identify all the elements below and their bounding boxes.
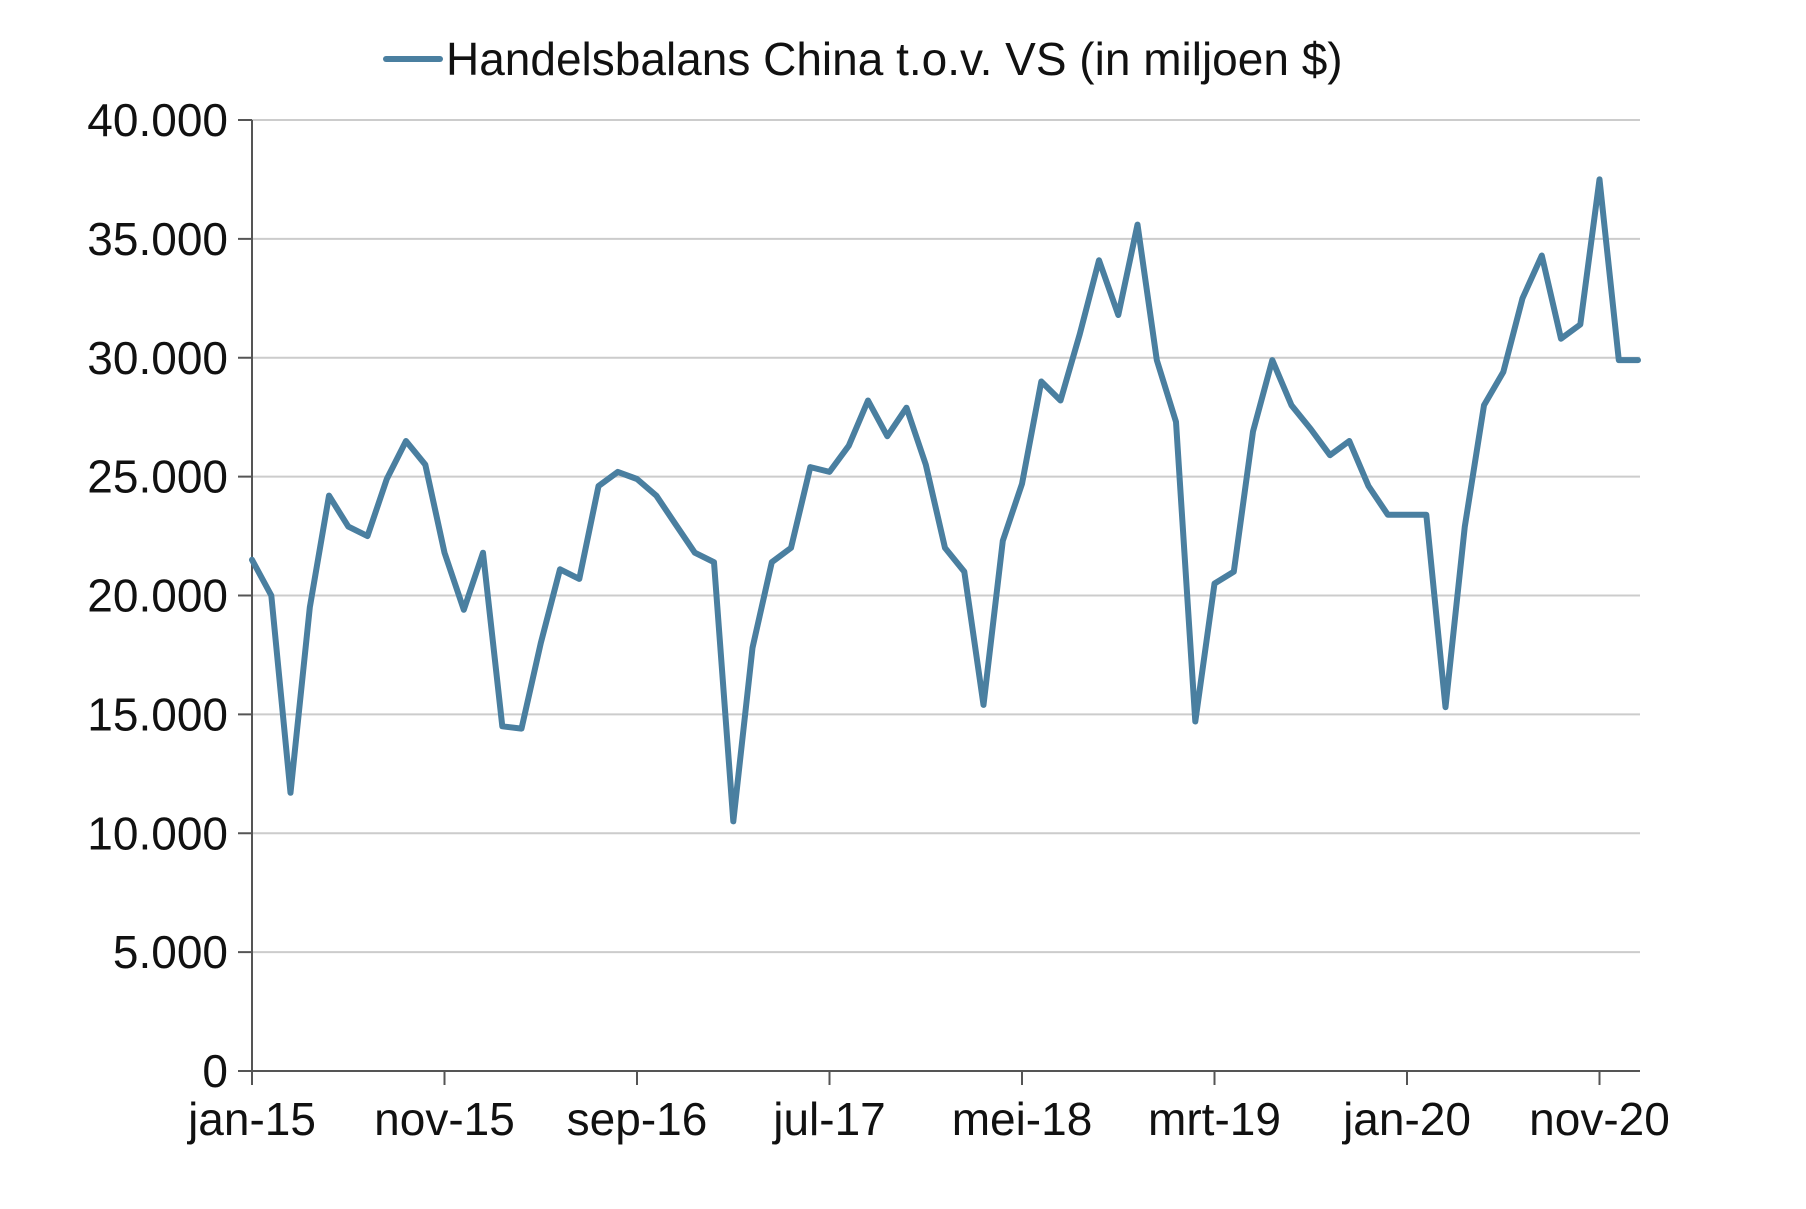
y-tick-label: 20.000 [87,570,228,622]
x-axis-ticks: jan-15 nov-15 sep-16 jul-17 mei-18 mrt-19 jan-… [186,1071,1670,1145]
x-tick-label: jan-20 [1341,1093,1471,1145]
y-tick-label: 15.000 [87,688,228,740]
y-tick-label: 10.000 [87,807,228,859]
x-tick-label: nov-20 [1529,1093,1670,1145]
x-tick-label: sep-16 [567,1093,708,1145]
y-tick-label: 0 [202,1045,228,1097]
y-tick-label: 35.000 [87,213,228,265]
y-tick-label: 30.000 [87,332,228,384]
x-tick-label: jan-15 [186,1093,316,1145]
series-line [249,176,1641,825]
y-tick-label: 25.000 [87,451,228,503]
gridlines [252,119,1640,954]
x-tick-label: nov-15 [374,1093,515,1145]
y-tick-label: 40.000 [87,94,228,146]
series-layer [249,176,1641,825]
legend-label: Handelsbalans China t.o.v. VS (in miljoe… [446,33,1343,85]
x-tick-label: mei-18 [952,1093,1093,1145]
y-tick-label: 5.000 [113,926,228,978]
legend: Handelsbalans China t.o.v. VS (in miljoe… [383,33,1343,85]
x-tick-label: jul-17 [771,1093,886,1145]
y-axis-ticks: 0 5.000 10.000 15.000 20.000 25.000 30.000 35.0… [87,94,252,1097]
x-tick-label: mrt-19 [1148,1093,1281,1145]
